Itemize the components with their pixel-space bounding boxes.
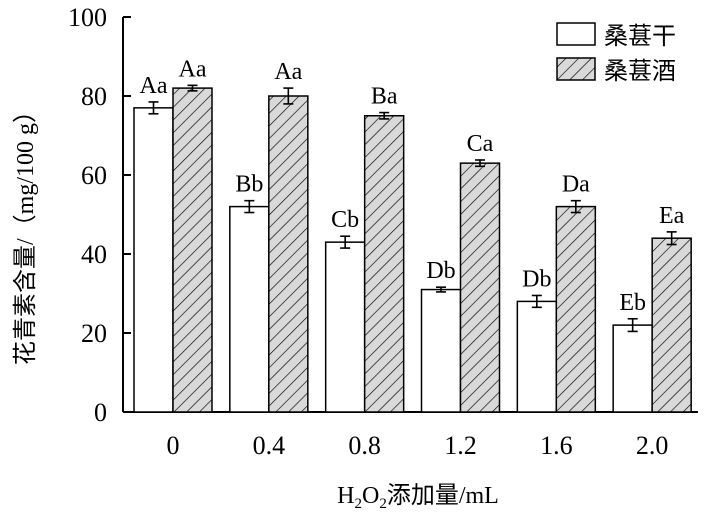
significance-label: Db <box>426 258 455 284</box>
y-axis-title: 花青素含量/（mg/100 g） <box>12 99 39 365</box>
x-axis-title: H2O2添加量/mL <box>337 482 499 512</box>
significance-label: Eb <box>619 290 646 316</box>
bar-series-2 <box>555 205 597 413</box>
significance-label: Ca <box>467 131 494 157</box>
y-tick-label: 20 <box>81 319 107 348</box>
x-axis-title-rest: 添加量/mL <box>387 482 499 509</box>
bar-series-2 <box>363 115 405 413</box>
legend-label-series-2: 桑葚酒 <box>604 57 676 85</box>
legend-label-series-1: 桑葚干 <box>604 22 676 50</box>
significance-label: Ba <box>371 84 398 110</box>
legend-swatch-series-2 <box>556 57 596 81</box>
y-tick-label: 100 <box>68 3 107 32</box>
significance-label: Db <box>522 266 551 292</box>
bar-series-1 <box>420 288 462 413</box>
bar-series-1 <box>324 241 366 413</box>
x-axis-title-o: O <box>362 483 379 509</box>
bar-series-1 <box>516 300 558 413</box>
x-tick-label: 0.4 <box>253 431 286 460</box>
bar-series-2 <box>268 95 309 413</box>
x-tick-label: 2.0 <box>636 431 669 460</box>
bar-series-1 <box>133 107 174 413</box>
significance-label: Da <box>562 172 590 198</box>
legend: 桑葚干 桑葚酒 <box>556 22 676 85</box>
x-axis-title-h: H <box>337 483 354 509</box>
y-tick-label: 0 <box>94 398 107 427</box>
x-axis-title-sub1: 2 <box>355 496 363 512</box>
significance-label: Ea <box>659 203 685 229</box>
y-tick-label: 80 <box>81 82 107 111</box>
significance-label: Aa <box>274 59 302 85</box>
significance-label: Bb <box>235 172 263 198</box>
x-tick-label: 0.8 <box>348 431 381 460</box>
x-tick-label: 1.2 <box>444 431 477 460</box>
plot-area: 0 20 40 60 80 100 0 Aa Aa 0.4 Bb Aa 0.8 Cb Ba 1.2 Db Ca 1.… <box>68 3 698 460</box>
bar-series-2 <box>459 162 501 413</box>
bar-series-2 <box>651 237 692 413</box>
x-axis-title-sub2: 2 <box>379 496 387 512</box>
x-tick-label: 1.6 <box>540 431 573 460</box>
x-tick-label: 0 <box>167 431 180 460</box>
y-tick-label: 40 <box>81 240 107 269</box>
bar-series-2 <box>172 87 213 413</box>
significance-label: Cb <box>331 207 359 233</box>
bar-series-1 <box>229 205 270 413</box>
significance-label: Aa <box>179 56 207 82</box>
significance-label: Aa <box>140 73 168 99</box>
legend-swatch-series-1 <box>556 22 596 46</box>
bar-series-1 <box>612 324 653 413</box>
y-tick-label: 60 <box>81 161 107 190</box>
